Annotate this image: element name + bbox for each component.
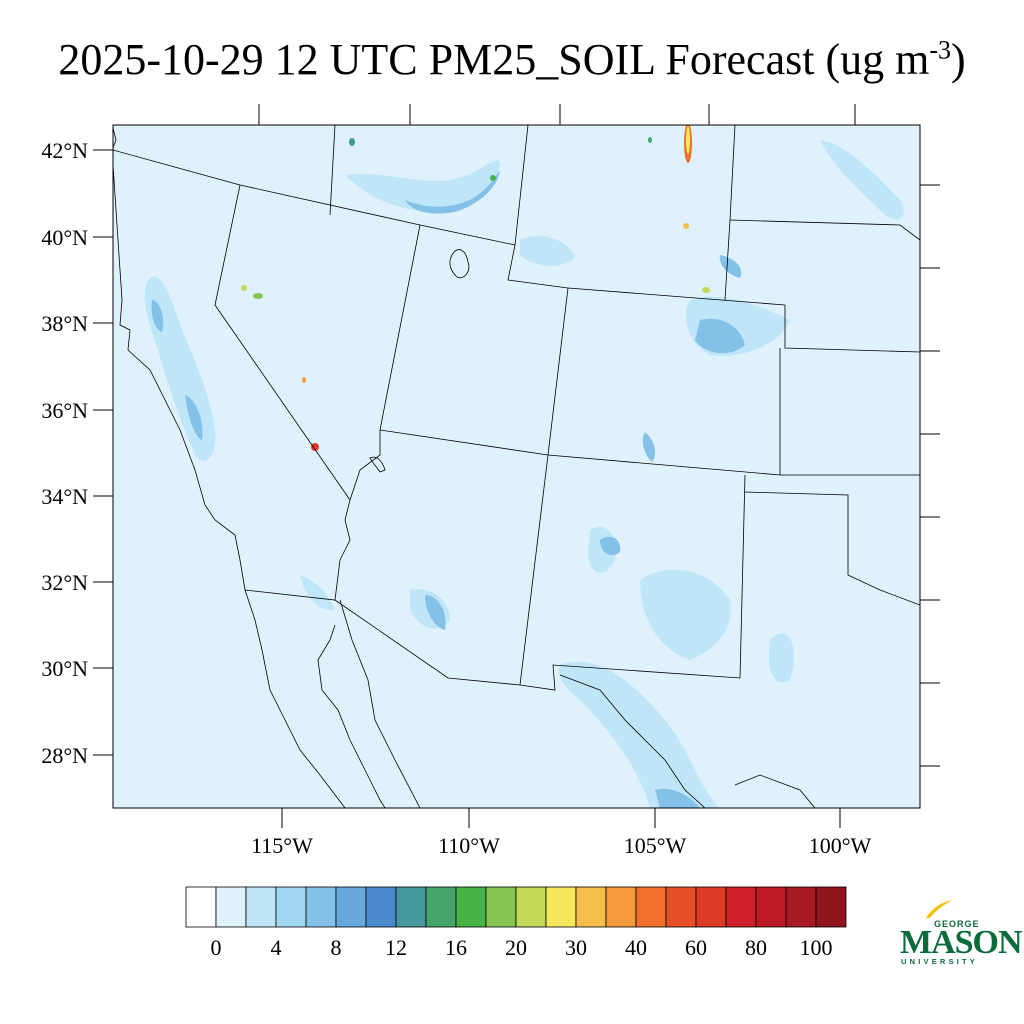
colorbar-swatch [365,886,397,928]
longitude-labels: 115°W 110°W 105°W 100°W [251,833,871,858]
lat-label: 28°N [41,743,88,768]
logo-main-text: MASON [900,924,1023,961]
concentration-areas-high [151,170,745,808]
bottom-ticks [281,808,841,828]
colorbar-labels: 0 4 8 12 16 20 30 40 60 80 100 [211,935,833,960]
colorbar [185,886,847,928]
logo-swoosh-icon [926,900,952,918]
top-ticks [258,104,856,125]
colorbar-label: 80 [745,935,767,960]
colorbar-swatch [275,886,307,928]
colorbar-swatch [485,886,517,928]
lat-label: 36°N [41,398,88,423]
colorbar-label: 16 [445,935,467,960]
right-ticks [920,184,940,767]
colorbar-swatch [185,886,217,928]
colorbar-swatch [605,886,637,928]
colorbar-swatch [395,886,427,928]
colorbar-swatch [305,886,337,928]
boundaries [113,125,920,808]
lon-label: 115°W [251,833,313,858]
map-background [113,125,920,808]
colorbar-swatch [665,886,697,928]
lat-label: 38°N [41,311,88,336]
colorbar-swatch [515,886,547,928]
lakes [369,249,470,473]
colorbar-label: 40 [625,935,647,960]
colorbar-swatch [455,886,487,928]
colorbar-swatch [425,886,457,928]
map-panel [113,125,920,808]
lat-label: 40°N [41,225,88,250]
colorbar-swatch [755,886,787,928]
lat-label: 30°N [41,656,88,681]
concentration-hotspots [241,125,710,451]
latitude-labels: 42°N 40°N 38°N 36°N 34°N 32°N 30°N 28°N [41,138,88,768]
colorbar-label: 0 [211,935,222,960]
logo-top-text: GEORGE [934,919,980,929]
colorbar-swatch [725,886,757,928]
colorbar-label: 8 [331,935,342,960]
left-ticks [93,149,113,756]
colorbar-swatch [635,886,667,928]
logo-sub-text: UNIVERSITY [901,957,979,966]
colorbar-swatch [545,886,577,928]
colorbar-swatch [785,886,817,928]
colorbar-label: 12 [385,935,407,960]
colorbar-label: 4 [271,935,282,960]
colorbar-swatch [335,886,367,928]
lat-label: 42°N [41,138,88,163]
lon-label: 110°W [438,833,500,858]
lat-label: 34°N [41,484,88,509]
lat-label: 32°N [41,570,88,595]
colorbar-swatch [695,886,727,928]
map-title: 2025-10-29 12 UTC PM25_SOIL Forecast (ug… [58,35,966,84]
colorbar-label: 60 [685,935,707,960]
lon-label: 105°W [624,833,687,858]
colorbar-swatch [245,886,277,928]
colorbar-swatch [575,886,607,928]
title-superscript: -3 [929,35,951,65]
colorbar-label: 30 [565,935,587,960]
colorbar-label: 100 [800,935,833,960]
map-frame [112,124,921,809]
george-mason-logo: GEORGE MASON UNIVERSITY [898,898,1023,970]
lon-label: 100°W [809,833,872,858]
colorbar-swatch [815,886,847,928]
colorbar-swatch [215,886,247,928]
colorbar-label: 20 [505,935,527,960]
